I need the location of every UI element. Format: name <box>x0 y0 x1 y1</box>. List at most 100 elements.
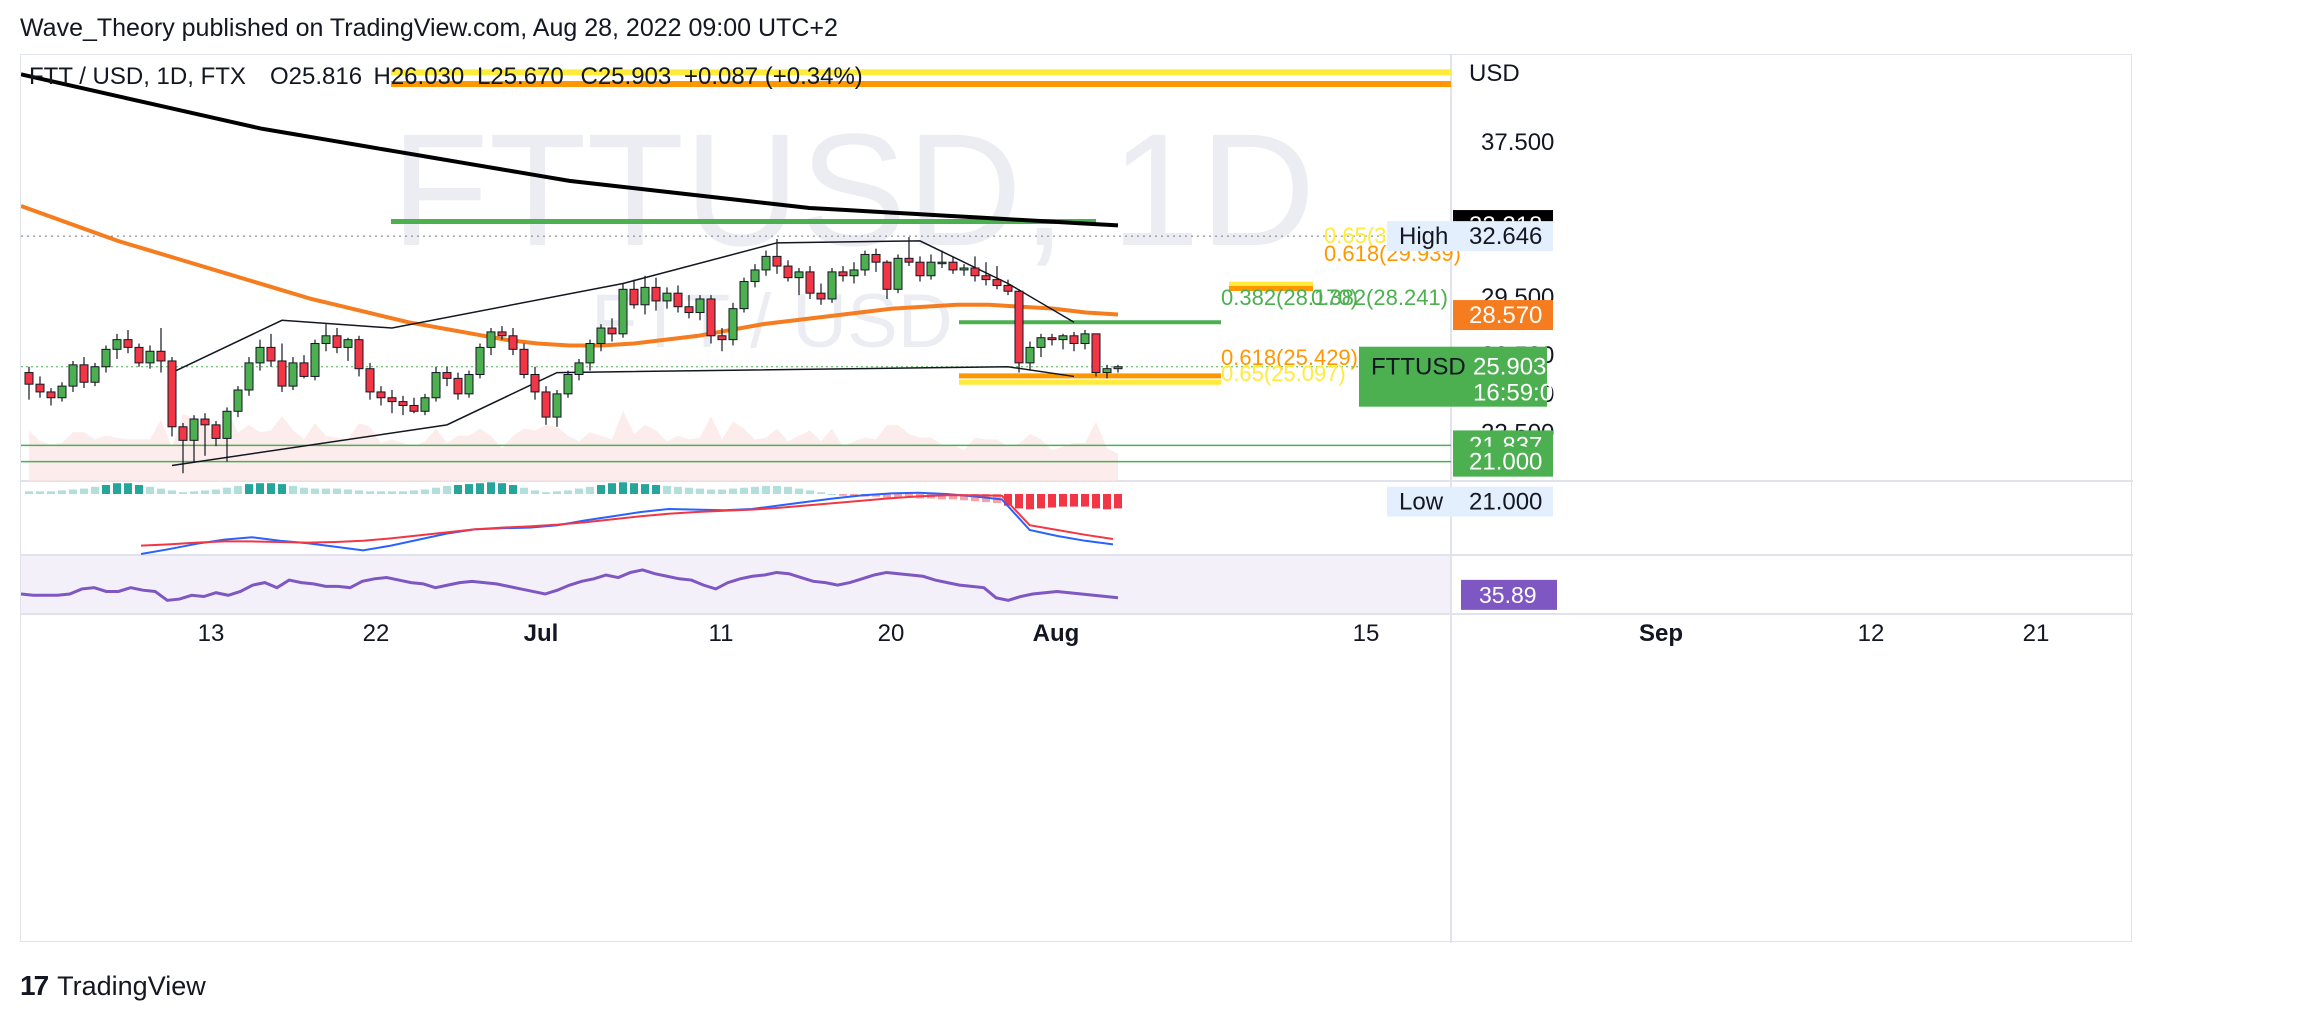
candle <box>816 283 826 305</box>
candle-body <box>772 255 782 267</box>
chart-frame[interactable]: FTTUSD, 1D FTT / USD 0.65(30.158) 0.618(29.… <box>20 54 2133 943</box>
time-tick-label: 13 <box>198 620 225 647</box>
candle-body <box>926 261 936 277</box>
candle <box>959 264 969 276</box>
candle <box>442 366 452 387</box>
macd-histogram-bar <box>564 490 572 494</box>
candle <box>937 250 947 268</box>
candle <box>1003 279 1013 296</box>
candle <box>332 328 342 354</box>
macd-histogram-bar <box>190 491 198 494</box>
candle <box>629 279 639 309</box>
candle <box>508 328 518 356</box>
candle <box>200 413 210 456</box>
candle <box>618 283 628 338</box>
macd-histogram-bar <box>113 483 121 494</box>
candle-body <box>189 418 199 441</box>
candle-body <box>761 255 771 271</box>
macd-histogram-bar <box>894 494 902 498</box>
candle-body <box>200 418 210 426</box>
candle-body <box>893 257 903 290</box>
macd-histogram-bar <box>344 489 352 494</box>
macd-histogram-bar <box>69 489 77 494</box>
candle <box>211 420 221 447</box>
candle-body <box>1058 335 1068 341</box>
macd-histogram-bar <box>454 485 462 494</box>
candle <box>178 422 188 474</box>
candle-body <box>453 377 463 395</box>
candle <box>871 248 881 272</box>
fib-label: 0.382(28.241) <box>1311 285 1448 310</box>
candle-body <box>739 281 749 310</box>
candle <box>519 343 529 379</box>
candle <box>156 328 166 373</box>
candle <box>288 357 298 390</box>
candle-body <box>68 364 78 387</box>
candle-body <box>1069 335 1079 345</box>
macd-histogram-bar <box>1037 494 1045 509</box>
candle-body <box>332 335 342 348</box>
candle <box>772 238 782 274</box>
candle-body <box>563 374 573 395</box>
candle <box>904 237 914 267</box>
candle <box>299 355 309 379</box>
candle-body <box>277 360 287 387</box>
candle-body <box>1080 333 1090 345</box>
candle-body <box>684 306 694 314</box>
price-tag-value: 25.903 <box>1473 354 1546 381</box>
candle-body <box>838 271 848 277</box>
macd-histogram-bar <box>883 494 891 498</box>
time-tick-label: 20 <box>878 620 905 647</box>
candle <box>530 366 540 400</box>
price-tag-bg <box>1387 486 1553 517</box>
candle-body <box>508 335 518 350</box>
watermark-main: FTTUSD, 1D <box>391 100 1315 279</box>
currency-label: USD <box>1469 60 1520 87</box>
macd-histogram-bar <box>586 486 594 494</box>
tradingview-logo[interactable]: 17 TradingView <box>20 970 206 1002</box>
price-tick-label: 37.500 <box>1481 129 1554 156</box>
candle-body <box>90 366 100 383</box>
legend-item: O25.816 <box>270 63 362 90</box>
rsi-line <box>21 568 1119 602</box>
legend-item: FTT / USD, 1D, FTX <box>29 63 246 90</box>
candle <box>145 345 155 369</box>
macd-histogram-bar <box>498 483 506 494</box>
macd-histogram-bar <box>1059 494 1067 507</box>
macd-histogram-bar <box>36 491 44 494</box>
macd-histogram-bar <box>520 487 528 494</box>
candle <box>783 260 793 282</box>
time-tick-label: 11 <box>709 620 734 647</box>
candle-body <box>992 279 1002 286</box>
candle-body <box>464 374 474 395</box>
macd-histogram-bar <box>575 488 583 494</box>
candle-body <box>46 391 56 399</box>
macd-histogram-bar <box>729 488 737 494</box>
macd-histogram-bar <box>1070 494 1078 507</box>
macd-histogram-bar <box>674 486 682 494</box>
macd-histogram-bar <box>267 483 275 494</box>
time-tick-label: 21 <box>2023 620 2050 647</box>
candle-body <box>827 271 837 300</box>
macd-histogram-bar <box>377 491 385 494</box>
candle-body <box>1091 333 1101 374</box>
candle <box>552 389 562 427</box>
candle <box>1113 364 1123 373</box>
candle-body <box>57 385 67 399</box>
macd-histogram-bar <box>663 485 671 494</box>
macd-histogram-bar <box>652 485 660 494</box>
candle-body <box>1047 337 1057 341</box>
candle <box>387 389 397 414</box>
candle-body <box>343 339 353 348</box>
candle-body <box>409 404 419 412</box>
candle <box>761 250 771 276</box>
macd-histogram-bar <box>432 487 440 494</box>
signal-line <box>140 494 1114 547</box>
price-tag-value: 28.570 <box>1469 302 1542 329</box>
legend-item: +0.087 (+0.34%) <box>684 63 863 90</box>
macd-histogram-bar <box>531 490 539 494</box>
candle <box>596 324 606 352</box>
candle-body <box>354 339 364 370</box>
